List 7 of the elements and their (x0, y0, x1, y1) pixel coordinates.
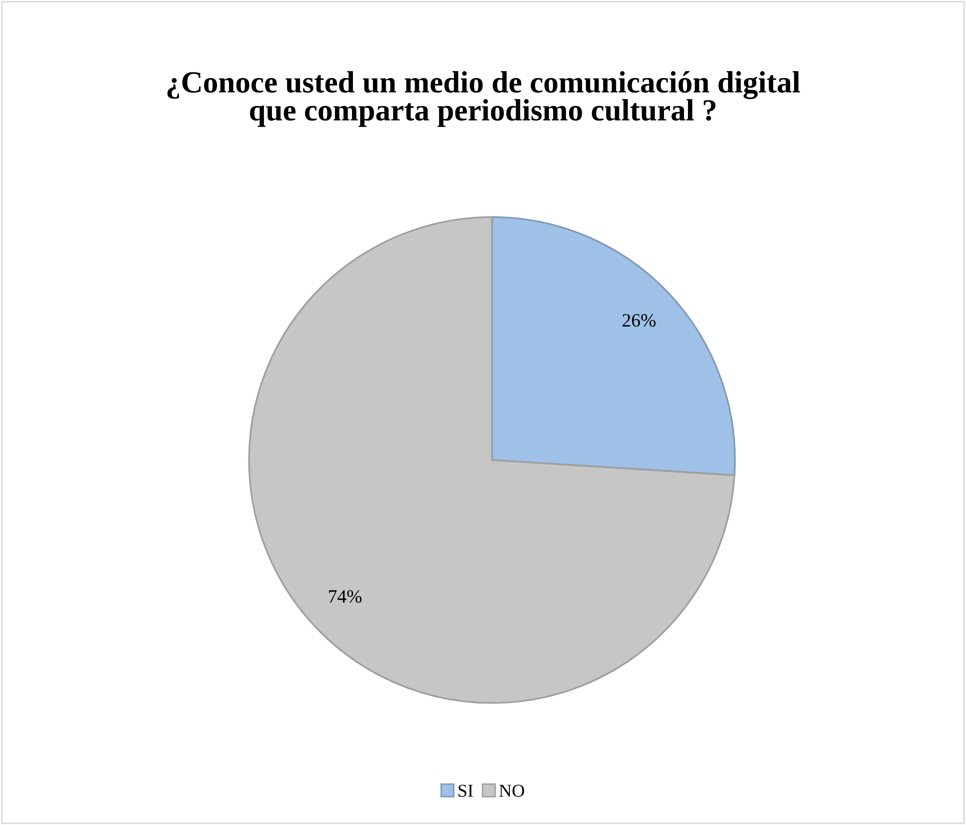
data-label: 26% (622, 314, 656, 327)
pie-slice (491, 216, 736, 476)
pie-slice (248, 216, 736, 704)
chart-title: ¿Conoce usted un medio de comunicación digital que comparta periodismo cultural ? (167, 71, 800, 127)
legend-label: NO (499, 784, 524, 797)
data-label: 74% (329, 590, 362, 603)
legend-label: SI (458, 784, 473, 797)
